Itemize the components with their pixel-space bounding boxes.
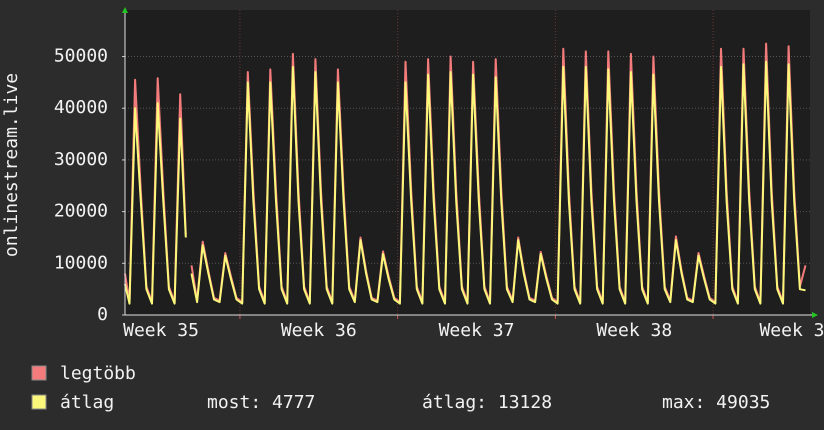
y-tick-label: 0 <box>97 304 108 325</box>
x-tick-label: Week 36 <box>281 320 357 341</box>
x-tick-label: Week 3 <box>759 320 824 341</box>
x-tick-label: Week 37 <box>439 320 515 341</box>
x-tick-label: Week 38 <box>596 320 672 341</box>
y-tick-label: 30000 <box>54 149 108 170</box>
y-tick-label: 50000 <box>54 46 108 67</box>
x-tick-label: Week 35 <box>123 320 199 341</box>
y-axis-arrow <box>122 7 128 13</box>
legend-swatch <box>31 394 47 410</box>
stat-text: átlag: 13128 <box>422 392 552 413</box>
legend-label: átlag <box>60 392 114 413</box>
y-axis-label: onlinestream.live <box>1 73 22 257</box>
y-tick-label: 20000 <box>54 201 108 222</box>
legend-label: legtöbb <box>60 363 136 384</box>
lines <box>124 42 807 305</box>
stat-text: most: 4777 <box>207 392 315 413</box>
legend: legtöbb átlag most: 4777 átlag: 13128 ma… <box>31 363 770 413</box>
legend-swatch <box>31 365 47 381</box>
y-tick-label: 10000 <box>54 252 108 273</box>
series-line <box>124 60 806 305</box>
stat-text: max: 49035 <box>662 392 770 413</box>
x-axis-arrow <box>812 312 818 318</box>
y-tick-label: 40000 <box>54 97 108 118</box>
